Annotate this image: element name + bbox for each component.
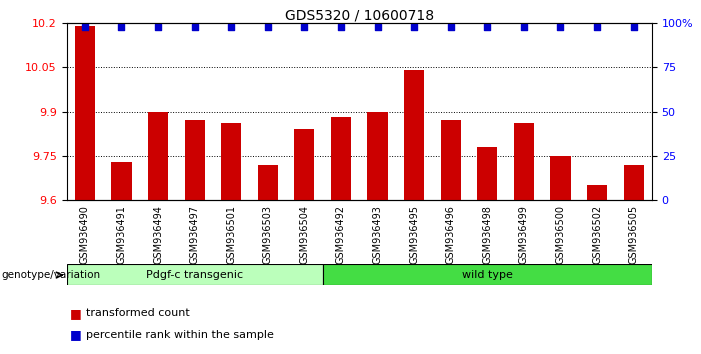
Bar (67, 264, 322, 285)
Text: GSM936497: GSM936497 (190, 205, 200, 264)
Bar (367, 112, 388, 200)
Text: ■: ■ (70, 307, 82, 320)
Bar (221, 123, 241, 200)
Point (372, 24, 383, 30)
Point (189, 24, 200, 30)
Bar (404, 70, 424, 200)
Text: ■: ■ (70, 328, 82, 341)
Point (592, 24, 603, 30)
Point (226, 24, 237, 30)
Text: GDS5320 / 10600718: GDS5320 / 10600718 (285, 9, 434, 23)
Text: percentile rank within the sample: percentile rank within the sample (86, 330, 273, 339)
Text: GSM936504: GSM936504 (299, 205, 309, 264)
Bar (624, 165, 644, 200)
Point (409, 24, 420, 30)
Bar (258, 165, 278, 200)
Bar (587, 185, 607, 200)
Point (335, 24, 346, 30)
Point (555, 24, 566, 30)
Point (482, 24, 493, 30)
Bar (550, 156, 571, 200)
Text: GSM936503: GSM936503 (263, 205, 273, 264)
Text: GSM936494: GSM936494 (153, 205, 163, 264)
Point (262, 24, 273, 30)
Text: GSM936499: GSM936499 (519, 205, 529, 264)
Point (445, 24, 456, 30)
Text: GSM936500: GSM936500 (555, 205, 566, 264)
Bar (148, 112, 168, 200)
Bar (441, 120, 461, 200)
Point (152, 24, 163, 30)
Text: wild type: wild type (462, 270, 512, 280)
Point (116, 24, 127, 30)
Text: GSM936498: GSM936498 (482, 205, 492, 264)
Text: genotype/variation: genotype/variation (1, 270, 100, 280)
Point (518, 24, 529, 30)
Point (299, 24, 310, 30)
Bar (111, 162, 132, 200)
Text: GSM936502: GSM936502 (592, 205, 602, 264)
Bar (294, 129, 315, 200)
Text: GSM936496: GSM936496 (446, 205, 456, 264)
Bar (322, 264, 652, 285)
Bar (75, 26, 95, 200)
Text: GSM936491: GSM936491 (116, 205, 126, 264)
Text: GSM936493: GSM936493 (372, 205, 383, 264)
Text: GSM936495: GSM936495 (409, 205, 419, 264)
Text: GSM936501: GSM936501 (226, 205, 236, 264)
Bar (514, 123, 534, 200)
Bar (331, 118, 351, 200)
Point (79, 24, 90, 30)
Text: transformed count: transformed count (86, 308, 189, 318)
Text: GSM936505: GSM936505 (629, 205, 639, 264)
Text: GSM936490: GSM936490 (80, 205, 90, 264)
Point (628, 24, 639, 30)
Text: Pdgf-c transgenic: Pdgf-c transgenic (146, 270, 243, 280)
Bar (477, 147, 498, 200)
Text: GSM936492: GSM936492 (336, 205, 346, 264)
Bar (184, 120, 205, 200)
